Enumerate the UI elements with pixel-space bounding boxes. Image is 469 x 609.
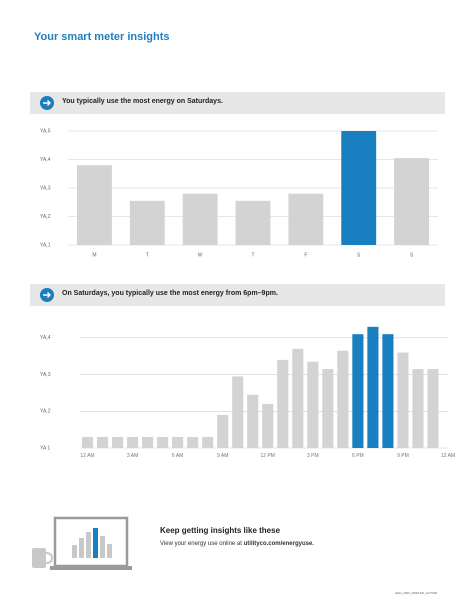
banner-text: On Saturdays, you typically use the most… [62, 290, 278, 297]
bar [247, 394, 259, 448]
bar [129, 200, 165, 245]
bar [277, 359, 289, 448]
page-title: Your smart meter insights [34, 31, 170, 43]
bar [235, 200, 271, 245]
footer-text: View your energy use online at utilityco… [160, 541, 314, 547]
bar [307, 361, 319, 448]
banner [30, 284, 445, 306]
bar [96, 436, 109, 448]
x-tick-label: 6 AM [171, 453, 184, 459]
x-tick-label: S [357, 252, 361, 258]
bar [382, 334, 394, 448]
x-tick-label: T [251, 252, 254, 258]
bar [76, 165, 112, 245]
bar [232, 376, 244, 448]
x-tick-label: 3 AM [126, 453, 139, 459]
bar [341, 131, 377, 245]
y-tick-label: YA,5 [40, 128, 51, 134]
bar [202, 436, 214, 448]
x-tick-label: 9 AM [216, 453, 229, 459]
x-tick-label: 12 AM [440, 453, 456, 459]
y-tick-label: YA 1 [40, 445, 50, 451]
bar [111, 436, 124, 448]
y-tick-label: YA,2 [40, 409, 51, 415]
bar [337, 350, 349, 448]
y-tick-label: YA,4 [40, 335, 51, 341]
x-tick-label: S [410, 252, 414, 258]
bar [292, 348, 304, 448]
bar [81, 436, 94, 448]
x-tick-label: F [304, 252, 307, 258]
bar [394, 158, 430, 245]
x-tick-label: 9 PM [397, 453, 409, 459]
bar [262, 403, 274, 448]
footer-heading: Keep getting insights like these [160, 526, 281, 535]
bar [182, 193, 218, 245]
x-tick-label: 3 PM [306, 453, 319, 459]
bar [397, 352, 409, 448]
y-tick-label: YA,4 [40, 157, 51, 163]
bar [367, 326, 379, 448]
bar [352, 334, 364, 448]
footer-link: utilityco.com/energyuse. [243, 541, 314, 547]
x-tick-label: 6 PM [352, 453, 364, 459]
bar [288, 193, 324, 245]
y-tick-label: YA,3 [40, 372, 51, 378]
bar [172, 436, 184, 448]
bar [322, 369, 334, 448]
y-tick-label: YA,3 [40, 185, 51, 191]
x-tick-label: T [146, 252, 149, 258]
x-tick-label: 12 PM [260, 453, 275, 459]
bar [187, 436, 199, 448]
banner [30, 92, 445, 114]
bar [127, 436, 139, 448]
x-tick-label: M [92, 252, 96, 258]
bar [157, 436, 169, 448]
x-tick-label: W [198, 252, 203, 258]
bar [427, 369, 439, 448]
laptop-icon [32, 516, 132, 570]
document-code: GEN_2000_SMETER_LETTER [395, 591, 438, 595]
bar [217, 414, 229, 448]
y-tick-label: YA,2 [40, 214, 51, 220]
banner-text: You typically use the most energy on Sat… [62, 98, 223, 105]
footer-text: View your energy use online at [160, 541, 242, 547]
x-tick-label: 12 AM [80, 453, 95, 459]
bar [412, 369, 424, 448]
y-tick-label: YA,1 [40, 242, 51, 248]
bar [142, 436, 154, 448]
arrow [43, 292, 51, 298]
arrow [43, 100, 51, 106]
